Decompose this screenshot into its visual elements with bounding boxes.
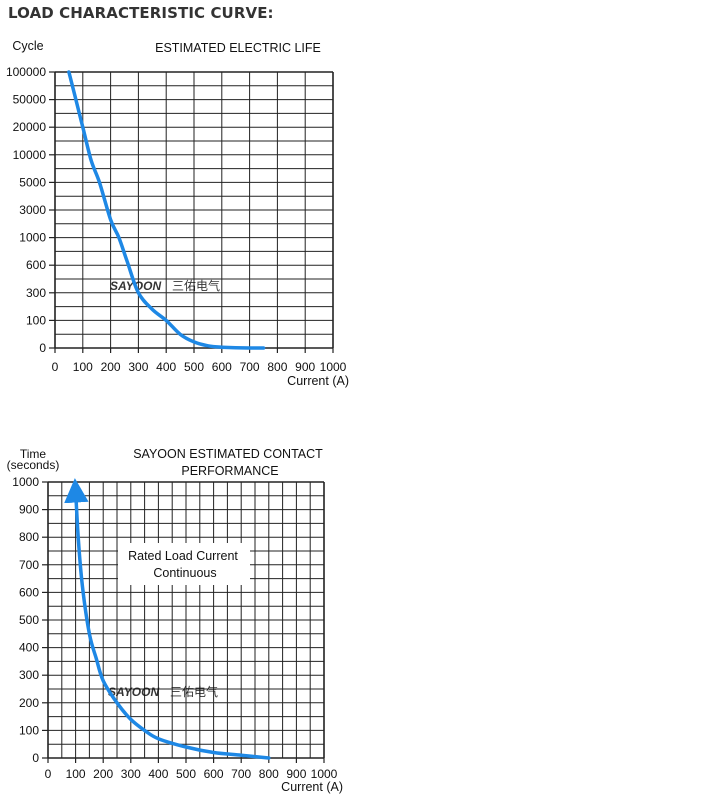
chart2-xtick-label: 700: [231, 767, 251, 781]
chart2-data-point: [95, 658, 97, 660]
chart2-data-point: [240, 754, 242, 756]
chart1-ytick-label: 0: [39, 341, 46, 355]
chart2-ylabel-line2: (seconds): [7, 458, 60, 472]
chart2-watermark-brand: SAYOON: [108, 685, 159, 699]
chart2-data-point: [81, 586, 84, 588]
chart2-xlabel: Current (A): [281, 780, 343, 794]
chart1-data-point: [165, 319, 167, 321]
chart1-ytick-label: 3000: [19, 203, 46, 217]
chart1-data-point: [221, 346, 223, 348]
chart1-ytick-label: 5000: [19, 175, 46, 189]
chart2-series-line: [64, 478, 271, 760]
chart2-title-line2: PERFORMANCE: [181, 464, 278, 478]
chart1-ytick-label: 20000: [13, 120, 47, 134]
page-heading: LOAD CHARACTERISTIC CURVE:: [8, 4, 274, 22]
chart1-data-point: [73, 93, 76, 95]
chart2-xtick-label: 400: [148, 767, 168, 781]
chart1-data-point: [137, 292, 139, 294]
chart1-xtick-label: 900: [295, 360, 315, 374]
chart1-ytick-label: 100: [26, 313, 46, 327]
chart2-xtick-label: 200: [93, 767, 113, 781]
chart1-data-point: [249, 347, 251, 349]
chart1-data-point: [151, 308, 153, 310]
chart2-ytick-label: 900: [19, 503, 39, 517]
chart1-data-point: [98, 181, 101, 183]
chart2-data-point: [185, 746, 187, 748]
chart1-title: ESTIMATED ELECTRIC LIFE: [155, 41, 321, 55]
chart1-data-point: [82, 126, 84, 128]
chart2-xtick-label: 300: [121, 767, 141, 781]
chart1-xtick-label: 500: [184, 360, 204, 374]
chart1-data-point: [207, 345, 209, 347]
chart1-data-point: [262, 347, 265, 349]
chart1-xtick-label: 700: [240, 360, 260, 374]
chart1-data-point: [118, 237, 120, 239]
chart2-xtick-label: 900: [286, 767, 306, 781]
chart2-data-point: [88, 633, 90, 635]
chart2-ytick-label: 0: [32, 751, 39, 765]
chart2-ytick-label: 800: [19, 530, 39, 544]
chart2-title-line1: SAYOON ESTIMATED CONTACT: [133, 447, 323, 461]
chart1-ytick-label: 100000: [6, 65, 46, 79]
chart1-ytick-label: 10000: [13, 148, 47, 162]
chart2-ytick-label: 300: [19, 668, 39, 682]
chart2-data-point: [213, 751, 215, 754]
chart1-ytick-label: 600: [26, 258, 46, 272]
chart2-data-point: [102, 680, 104, 682]
chart1-data-point: [68, 71, 70, 73]
chart2-data-point: [77, 539, 79, 541]
chart2-ytick-label: 200: [19, 696, 39, 710]
chart1-xtick-label: 300: [128, 360, 148, 374]
chart2-xtick-label: 500: [176, 767, 196, 781]
chart1-ytick-label: 50000: [13, 93, 47, 107]
chart2-data-point: [75, 489, 77, 491]
chart2-data-point: [268, 757, 270, 759]
chart1-ylabel: Cycle: [12, 39, 43, 53]
chart1-xtick-label: 200: [101, 360, 121, 374]
chart2-ylabel-line1: Time: [20, 447, 47, 461]
chart1-xtick-label: 400: [156, 360, 176, 374]
chart1-xtick-label: 800: [267, 360, 287, 374]
chart2-data-point: [130, 718, 132, 720]
chart1-data-point: [193, 341, 195, 343]
chart2-data-point: [144, 729, 146, 732]
chart2-data-point: [116, 702, 118, 704]
chart1-watermark-suffix: 三佑电气: [172, 278, 220, 293]
chart2-watermark-suffix: 三佑电气: [170, 684, 218, 699]
chart1-xtick-label: 100: [73, 360, 93, 374]
chart1-xtick-label: 600: [212, 360, 232, 374]
chart1-xlabel: Current (A): [287, 374, 349, 388]
chart1-data-point: [90, 159, 92, 161]
chart2-annotation-line1: Rated Load Current: [128, 549, 238, 563]
chart1-data-point: [126, 261, 128, 263]
chart2-data-point: [157, 738, 159, 740]
chart2-xtick-label: 1000: [311, 767, 338, 781]
chart2-ytick-label: 700: [19, 558, 39, 572]
chart2-xtick-label: 600: [204, 767, 224, 781]
chart1-xtick-label: 0: [52, 360, 59, 374]
chart2-xtick-label: 100: [66, 767, 86, 781]
chart2-ytick-label: 400: [19, 641, 39, 655]
chart2-annotation-box: [118, 543, 250, 585]
chart2-ytick-label: 600: [19, 585, 39, 599]
chart1-data-point: [110, 219, 112, 221]
chart2-ytick-label: 500: [19, 613, 39, 627]
chart1-data-point: [179, 333, 181, 335]
chart2-xtick-label: 800: [259, 767, 279, 781]
chart1-xtick-label: 1000: [320, 360, 347, 374]
chart2-annotation-line2: Continuous: [153, 566, 216, 580]
chart2-xtick-label: 0: [45, 767, 52, 781]
chart1-ytick-label: 300: [26, 286, 46, 300]
chart2-ytick-label: 100: [19, 723, 39, 737]
chart2-ytick-label: 1000: [12, 475, 39, 489]
chart1-ytick-label: 1000: [19, 231, 46, 245]
